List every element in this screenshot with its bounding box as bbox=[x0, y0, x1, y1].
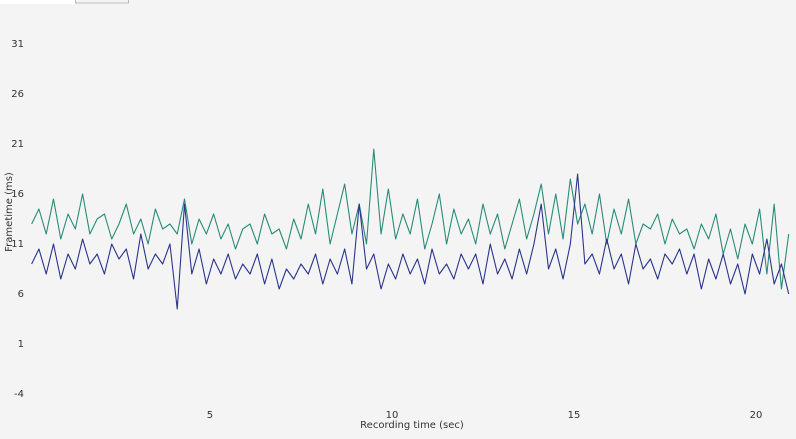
y-tick-label: -4 bbox=[14, 389, 24, 400]
tab-inactive[interactable] bbox=[75, 0, 129, 4]
x-tick-label: 20 bbox=[750, 410, 763, 421]
y-axis-label: Frametime (ms) bbox=[4, 172, 15, 252]
x-axis-label: Recording time (sec) bbox=[360, 420, 464, 431]
x-tick-label: 5 bbox=[207, 410, 213, 421]
y-tick-label: 16 bbox=[11, 189, 24, 200]
y-tick-label: 21 bbox=[11, 139, 24, 150]
x-tick-label: 10 bbox=[386, 410, 399, 421]
y-tick-label: 1 bbox=[18, 339, 24, 350]
y-tick-label: 6 bbox=[18, 289, 24, 300]
y-tick-label: 26 bbox=[11, 89, 24, 100]
y-tick-label: 31 bbox=[11, 39, 24, 50]
series-line bbox=[31, 148, 790, 290]
tab bbox=[0, 0, 75, 4]
x-tick-label: 15 bbox=[568, 410, 581, 421]
series-line bbox=[31, 173, 790, 310]
y-tick-label: 11 bbox=[11, 239, 24, 250]
